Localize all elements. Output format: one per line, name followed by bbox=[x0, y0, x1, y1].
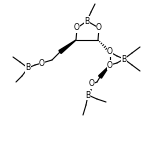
Text: B: B bbox=[84, 17, 89, 25]
Text: O: O bbox=[39, 59, 45, 68]
Text: B: B bbox=[25, 63, 31, 73]
Text: O: O bbox=[89, 80, 95, 89]
Text: O: O bbox=[107, 61, 113, 69]
Text: O: O bbox=[107, 48, 113, 56]
Text: O: O bbox=[96, 24, 102, 32]
Text: O: O bbox=[74, 24, 80, 32]
Text: B: B bbox=[121, 55, 127, 63]
Polygon shape bbox=[59, 40, 76, 53]
Text: B: B bbox=[85, 90, 91, 100]
Polygon shape bbox=[99, 65, 110, 78]
